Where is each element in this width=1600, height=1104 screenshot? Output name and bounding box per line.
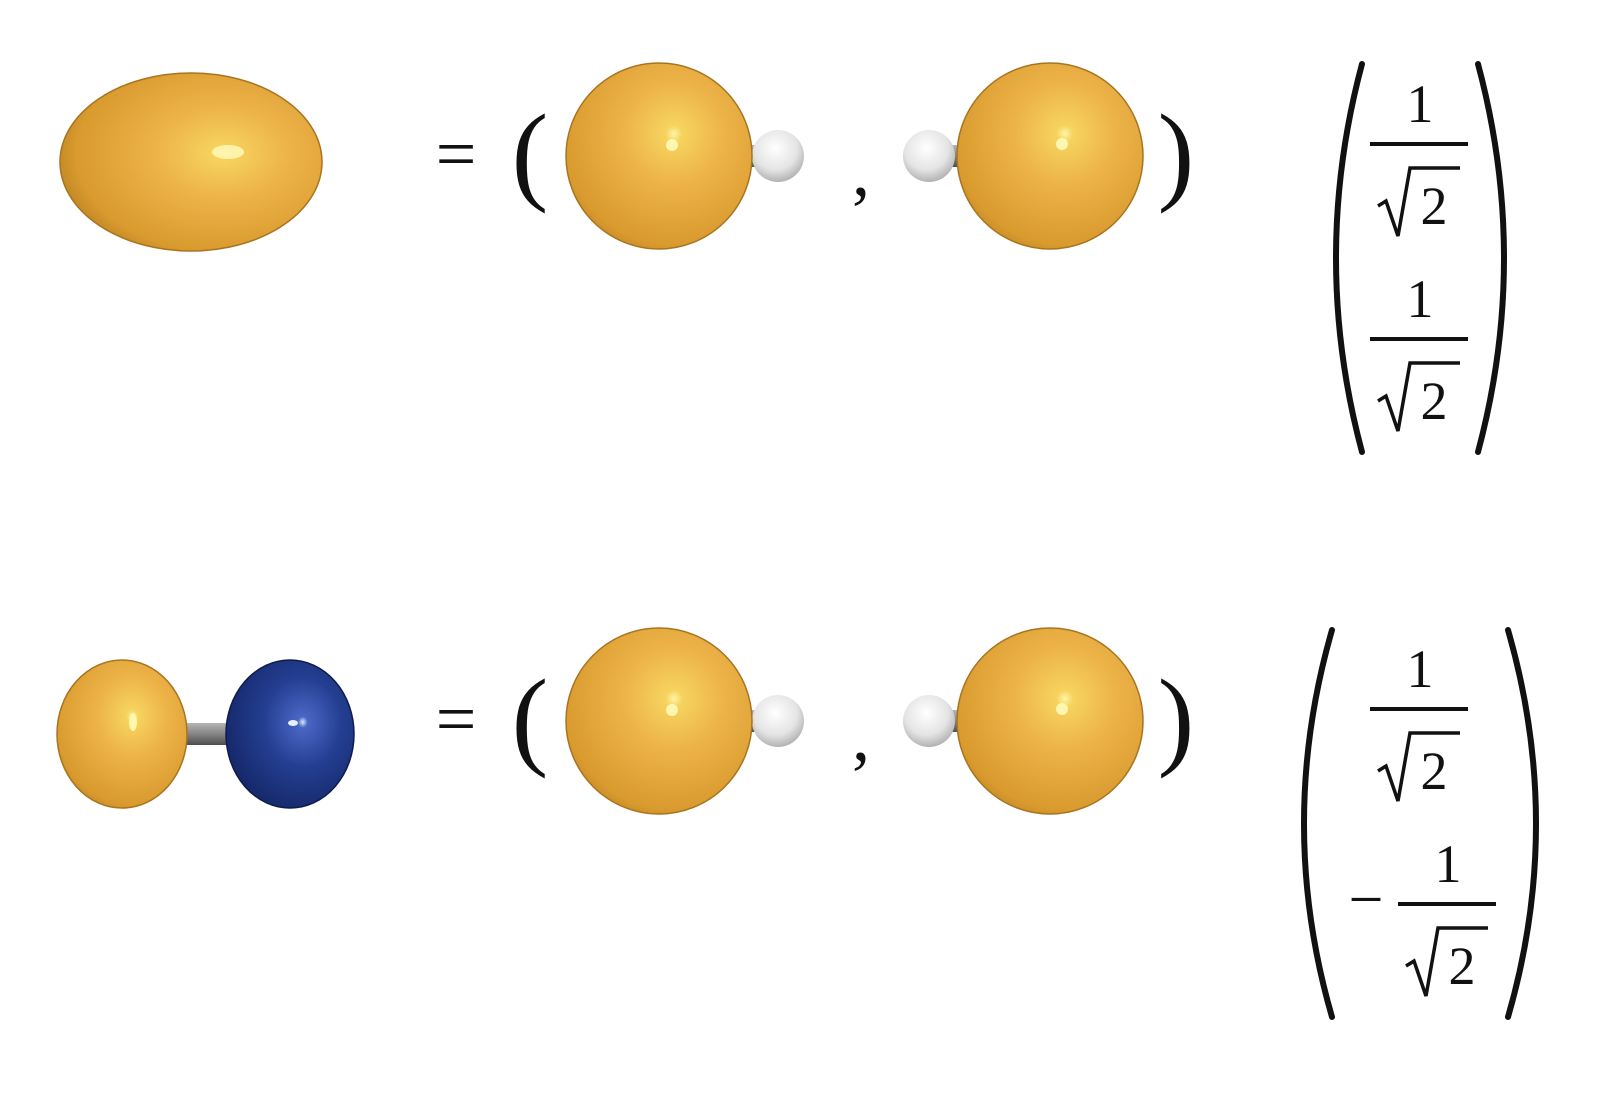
atomic-orbital-right-icon (903, 62, 1144, 250)
coefficient-entry: − 1 2 (1349, 834, 1496, 997)
radical-sign (1405, 926, 1488, 997)
open-paren: ( (512, 657, 549, 779)
coefficient-radicand: 2 (1421, 741, 1448, 801)
radical-sign (1377, 166, 1460, 237)
coefficient-vector: 1 2 − 1 2 (1301, 627, 1539, 1020)
atomic-orbital-left-icon (565, 627, 804, 815)
close-paren: ) (1158, 92, 1195, 214)
antibonding-orbital-icon (56, 659, 355, 809)
matrix-left-bracket (1301, 627, 1335, 1020)
equals-sign: = (436, 114, 477, 194)
close-paren: ) (1158, 657, 1195, 779)
coefficient-entry: 1 2 (1370, 74, 1468, 237)
coefficient-radicand: 2 (1449, 936, 1476, 996)
matrix-left-bracket (1333, 61, 1365, 455)
coefficient-radicand: 2 (1421, 371, 1448, 431)
equation-antibonding: = ( , ) 1 2 − 1 (56, 627, 1539, 1020)
bonding-orbital-icon (59, 72, 323, 252)
coefficient-entry: 1 2 (1370, 639, 1468, 802)
radical-sign (1377, 361, 1460, 432)
separator-comma: , (852, 131, 870, 211)
equals-sign: = (436, 679, 477, 759)
matrix-right-bracket (1475, 61, 1507, 455)
minus-sign: − (1349, 866, 1384, 934)
coefficient-numerator: 1 (1407, 269, 1434, 329)
coefficient-radicand: 2 (1421, 176, 1448, 236)
radical-sign (1377, 731, 1460, 802)
separator-comma: , (852, 696, 870, 776)
equation-bonding: = ( , ) 1 2 (59, 61, 1507, 455)
open-paren: ( (512, 92, 549, 214)
coefficient-entry: 1 2 (1370, 269, 1468, 432)
coefficient-numerator: 1 (1407, 639, 1434, 699)
coefficient-numerator: 1 (1407, 74, 1434, 134)
coefficient-vector: 1 2 1 2 (1333, 61, 1507, 455)
atomic-orbital-right-icon (903, 627, 1144, 815)
coefficient-numerator: 1 (1435, 834, 1462, 894)
atomic-orbital-left-icon (565, 62, 804, 250)
matrix-right-bracket (1505, 627, 1539, 1020)
